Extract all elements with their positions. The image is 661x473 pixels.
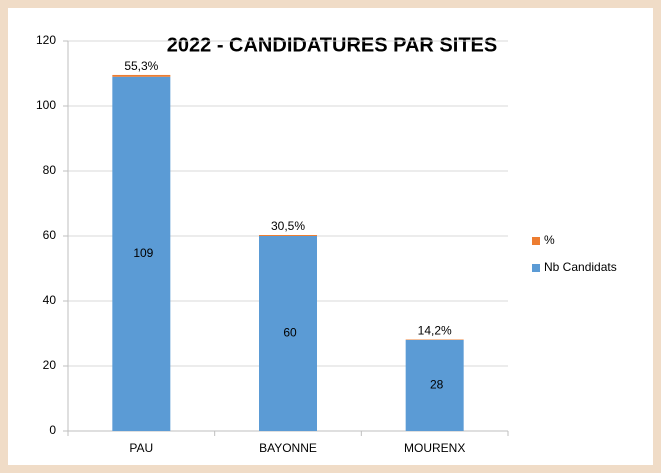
legend-swatch: [532, 237, 540, 245]
x-tick-label: PAU: [129, 441, 153, 455]
y-tick-label: 100: [36, 98, 56, 112]
chart-title: 2022 - CANDIDATURES PAR SITES: [167, 34, 497, 56]
bar-segment: [259, 235, 317, 236]
y-tick-label: 120: [36, 33, 56, 47]
y-tick-label: 60: [43, 228, 57, 242]
bar-segment: [259, 236, 317, 431]
y-tick-label: 80: [43, 163, 57, 177]
legend-swatch: [532, 264, 540, 272]
data-label: 28: [430, 378, 444, 392]
y-tick-label: 40: [43, 293, 57, 307]
legend-label: Nb Candidats: [544, 260, 617, 274]
y-tick-label: 0: [49, 423, 56, 437]
legend-label: %: [544, 233, 555, 247]
bar-segment: [405, 340, 464, 431]
data-label: 30,5%: [271, 219, 305, 233]
x-tick-label: BAYONNE: [259, 441, 317, 455]
bar-segment: [112, 76, 171, 431]
y-tick-label: 20: [43, 358, 57, 372]
bar-segment: [112, 74, 171, 77]
x-tick-label: MOURENX: [404, 441, 465, 455]
data-label: 14,2%: [418, 324, 452, 338]
data-label: 60: [283, 326, 297, 340]
data-label: 55,3%: [124, 59, 158, 73]
data-label: 109: [133, 246, 153, 260]
